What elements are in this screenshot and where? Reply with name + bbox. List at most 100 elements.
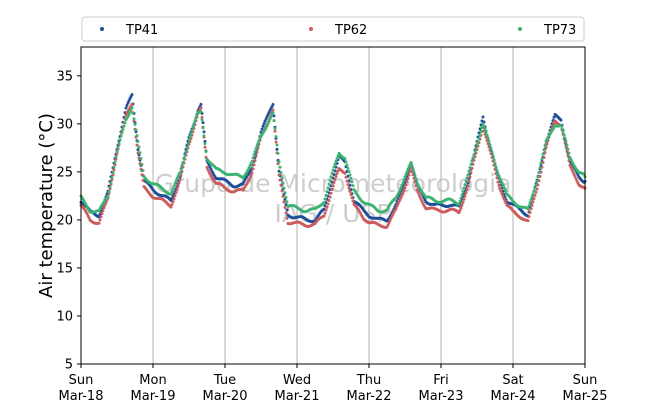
data-point [193, 119, 197, 123]
data-point [484, 130, 488, 134]
data-point [326, 202, 330, 206]
data-point [276, 151, 280, 155]
data-point [172, 197, 176, 201]
data-point [331, 184, 335, 188]
data-point [111, 173, 115, 177]
data-point [273, 127, 277, 131]
data-point [405, 170, 409, 174]
data-point [346, 166, 350, 170]
data-point [565, 143, 569, 147]
data-point [250, 160, 254, 164]
data-point [535, 179, 539, 183]
data-point [271, 102, 275, 106]
data-point [561, 130, 565, 134]
data-point [461, 200, 465, 204]
data-point [457, 211, 461, 215]
data-point [328, 195, 332, 199]
data-point [458, 199, 462, 203]
data-point [344, 160, 348, 164]
data-point [109, 181, 113, 185]
data-point [488, 143, 492, 147]
data-point [114, 157, 118, 161]
data-point [285, 208, 289, 212]
data-point [170, 203, 174, 207]
data-point [349, 193, 353, 197]
data-point [100, 212, 104, 216]
data-point [141, 179, 145, 183]
data-point [199, 106, 203, 110]
y-tick-label: 25 [56, 165, 73, 180]
data-point [271, 111, 275, 115]
data-point [172, 184, 176, 188]
data-point [459, 196, 463, 200]
data-point [326, 186, 330, 190]
data-point [175, 188, 179, 192]
data-point [530, 203, 534, 207]
data-point [474, 146, 478, 150]
data-point [401, 191, 405, 195]
data-point [328, 178, 332, 182]
data-point [189, 132, 193, 136]
data-point [135, 143, 139, 147]
data-point [404, 183, 408, 187]
data-point [531, 200, 535, 204]
data-point [171, 187, 175, 191]
data-point [272, 119, 276, 123]
data-point [404, 172, 408, 176]
data-point [134, 128, 138, 132]
data-point [332, 165, 336, 169]
data-point [111, 170, 115, 174]
data-point [330, 171, 334, 175]
data-point [466, 173, 470, 177]
data-point [473, 149, 477, 153]
data-point [462, 197, 466, 201]
data-point [329, 175, 333, 179]
data-point [136, 148, 140, 152]
data-point [482, 125, 486, 129]
data-point [560, 127, 564, 131]
x-tick-day: Mon [139, 373, 166, 388]
data-point [140, 173, 144, 177]
data-point [350, 196, 354, 200]
data-point [323, 211, 327, 215]
data-point [475, 143, 479, 147]
data-point [113, 163, 117, 167]
data-point [180, 163, 184, 167]
data-point [266, 122, 270, 126]
data-point [464, 191, 468, 195]
data-point [141, 169, 145, 173]
data-point [325, 190, 329, 194]
data-point [387, 221, 391, 225]
data-point [283, 191, 287, 195]
data-point [411, 167, 415, 171]
data-point [489, 147, 493, 151]
x-tick-day: Thu [356, 373, 381, 388]
data-point [479, 129, 483, 133]
data-point [403, 175, 407, 179]
data-point [282, 186, 286, 190]
x-tick-date: Mar-21 [275, 389, 320, 404]
data-point [202, 134, 206, 138]
x-tick-label: Mon Mar-19 [131, 373, 176, 404]
legend: TP41 TP62 TP73 [81, 16, 585, 42]
x-tick-date: Mar-18 [59, 389, 104, 404]
legend-marker [100, 27, 104, 31]
data-point [351, 184, 355, 188]
data-point [274, 135, 278, 139]
data-point [253, 158, 257, 162]
data-point [401, 181, 405, 185]
data-point [403, 186, 407, 190]
data-point [179, 167, 183, 171]
x-tick-date: Mar-22 [347, 389, 392, 404]
x-tick-day: Sat [502, 373, 523, 388]
data-point [285, 216, 289, 220]
data-point [284, 203, 288, 207]
data-point [467, 180, 471, 184]
data-point [170, 189, 174, 193]
data-point [200, 118, 204, 122]
data-point [102, 206, 106, 210]
legend-item-tp62: TP62 [309, 23, 367, 38]
data-point [528, 201, 532, 205]
data-point [123, 121, 127, 125]
x-tick-label: Fri Mar-23 [419, 373, 464, 404]
